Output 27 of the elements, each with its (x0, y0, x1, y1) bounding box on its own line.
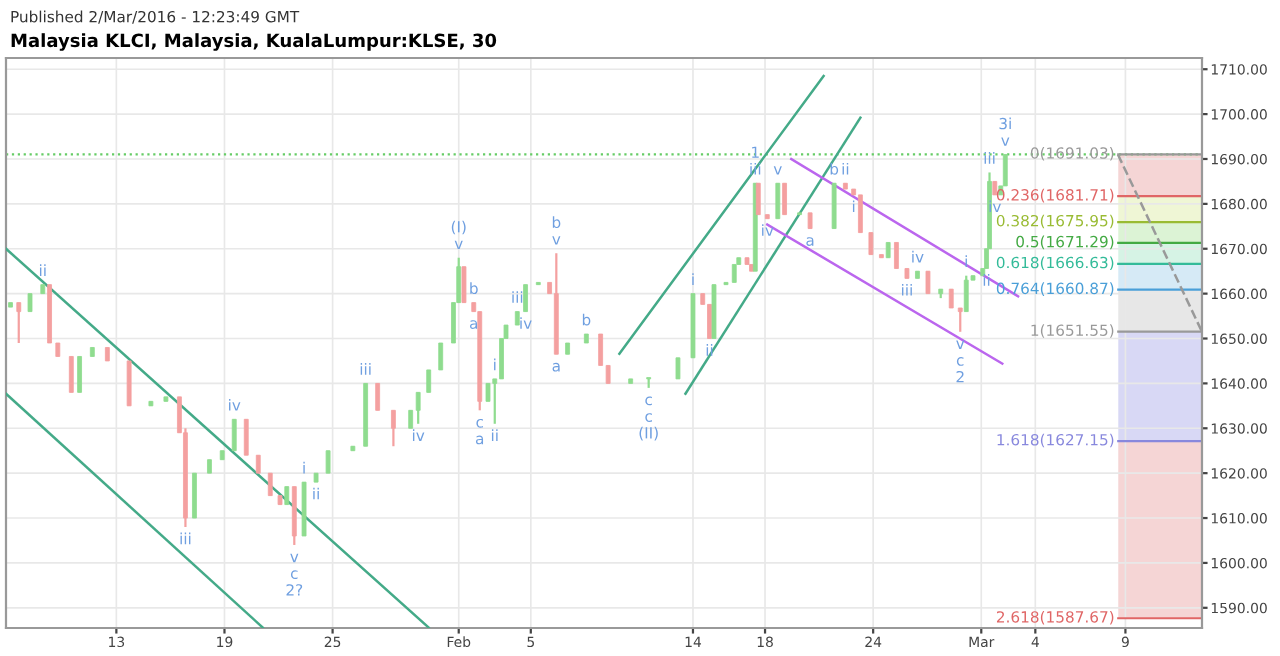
candlestick (192, 472, 197, 520)
candlestick (782, 182, 787, 216)
candlestick (16, 301, 22, 345)
candlestick (894, 241, 899, 270)
candlestick (415, 391, 421, 425)
candlestick (68, 355, 74, 394)
candlestick (391, 409, 396, 448)
candlestick (775, 182, 781, 220)
candlestick (925, 270, 931, 295)
candlestick (438, 342, 444, 371)
candlestick (461, 265, 467, 304)
candlestick (948, 288, 954, 310)
candlestick (963, 274, 969, 313)
candlestick (375, 382, 381, 412)
candlestick (831, 182, 837, 230)
candlestick (126, 359, 132, 407)
candlestick (426, 368, 432, 394)
chart-title: Malaysia KLCI, Malaysia, KualaLumpur:KLSE, 30 (11, 33, 497, 51)
candlestick (267, 472, 273, 497)
candlestick (325, 449, 331, 475)
candlestick (857, 193, 863, 234)
candlestick (957, 306, 963, 333)
candlestick (868, 231, 874, 256)
candlestick (231, 418, 237, 452)
candlestick (675, 356, 681, 381)
candlestick (243, 418, 249, 457)
candlestick (77, 355, 82, 394)
